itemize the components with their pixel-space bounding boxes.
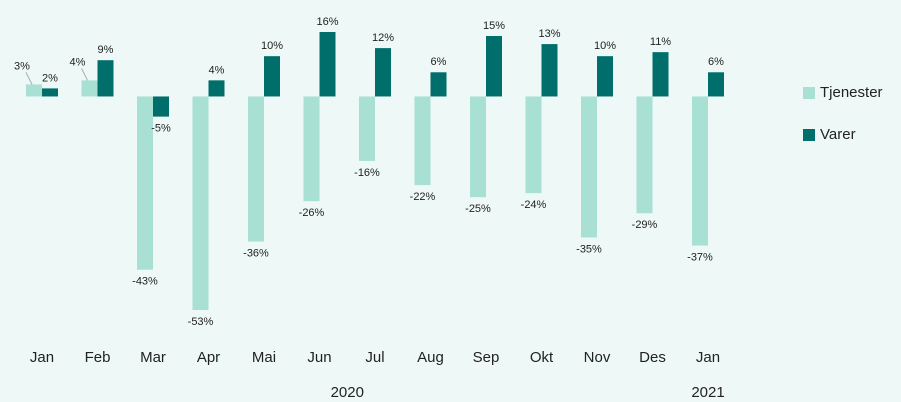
bar (486, 36, 502, 97)
value-label: -37% (687, 251, 713, 263)
value-label: -25% (465, 203, 491, 215)
value-label: -22% (410, 191, 436, 203)
value-label: 10% (594, 40, 616, 52)
x-tick-label: Mai (252, 349, 276, 366)
value-label: -16% (354, 167, 380, 179)
value-label: 2% (42, 72, 58, 84)
bar (525, 96, 542, 194)
x-tick-label: Jan (696, 349, 720, 366)
bar (652, 52, 669, 97)
value-label: 10% (261, 40, 283, 52)
value-label: 12% (372, 32, 394, 44)
value-label: 4% (70, 56, 86, 68)
bar (192, 96, 209, 310)
bar (208, 80, 225, 97)
value-label: -5% (151, 123, 171, 135)
bar (430, 72, 447, 97)
value-label: 13% (538, 28, 560, 40)
x-tick-label: Feb (85, 349, 111, 366)
bar (375, 48, 391, 97)
value-label: 15% (483, 20, 505, 32)
leader-line (25, 72, 33, 85)
value-label: -43% (132, 276, 158, 288)
bar (692, 96, 708, 246)
leader-line (81, 68, 88, 81)
bar (137, 96, 153, 270)
bar (359, 96, 375, 161)
year-label: 2021 (691, 384, 724, 401)
x-tick-label: Mar (140, 349, 166, 366)
x-tick-label: Sep (473, 349, 500, 366)
value-label: 4% (209, 64, 225, 76)
bar (470, 96, 486, 198)
value-label: 9% (98, 44, 114, 56)
bar (153, 96, 169, 117)
x-tick-label: Jul (365, 349, 384, 366)
value-label: -35% (576, 243, 602, 255)
value-label: 11% (650, 36, 671, 48)
value-label: 3% (14, 60, 30, 72)
bar (303, 96, 320, 202)
year-label: 2020 (331, 384, 364, 401)
legend-swatch (803, 87, 815, 99)
legend-label: Tjenester (820, 84, 883, 101)
bar (581, 96, 597, 238)
x-tick-label: Jun (307, 349, 331, 366)
bar (541, 44, 558, 97)
bar (81, 80, 98, 97)
bar (248, 96, 264, 242)
legend-label: Varer (820, 126, 856, 143)
bar (26, 84, 42, 97)
value-label: -24% (521, 199, 547, 211)
value-label: 6% (431, 56, 447, 68)
bar (42, 88, 58, 97)
x-tick-label: Okt (530, 349, 554, 366)
value-label: -36% (243, 247, 269, 259)
value-label: -29% (632, 219, 658, 231)
value-label: -26% (299, 207, 325, 219)
bar (597, 56, 613, 97)
bar (97, 60, 114, 97)
value-label: -53% (188, 316, 214, 328)
value-label: 16% (316, 16, 338, 28)
x-tick-label: Aug (417, 349, 444, 366)
x-tick-label: Apr (197, 349, 220, 366)
bar (319, 32, 336, 97)
x-tick-label: Nov (584, 349, 611, 366)
x-tick-label: Des (639, 349, 666, 366)
x-tick-label: Jan (30, 349, 54, 366)
value-label: 6% (708, 56, 724, 68)
bar (414, 96, 431, 186)
bar (636, 96, 653, 214)
bar (264, 56, 280, 97)
legend-swatch (803, 129, 815, 141)
bar (708, 72, 724, 97)
